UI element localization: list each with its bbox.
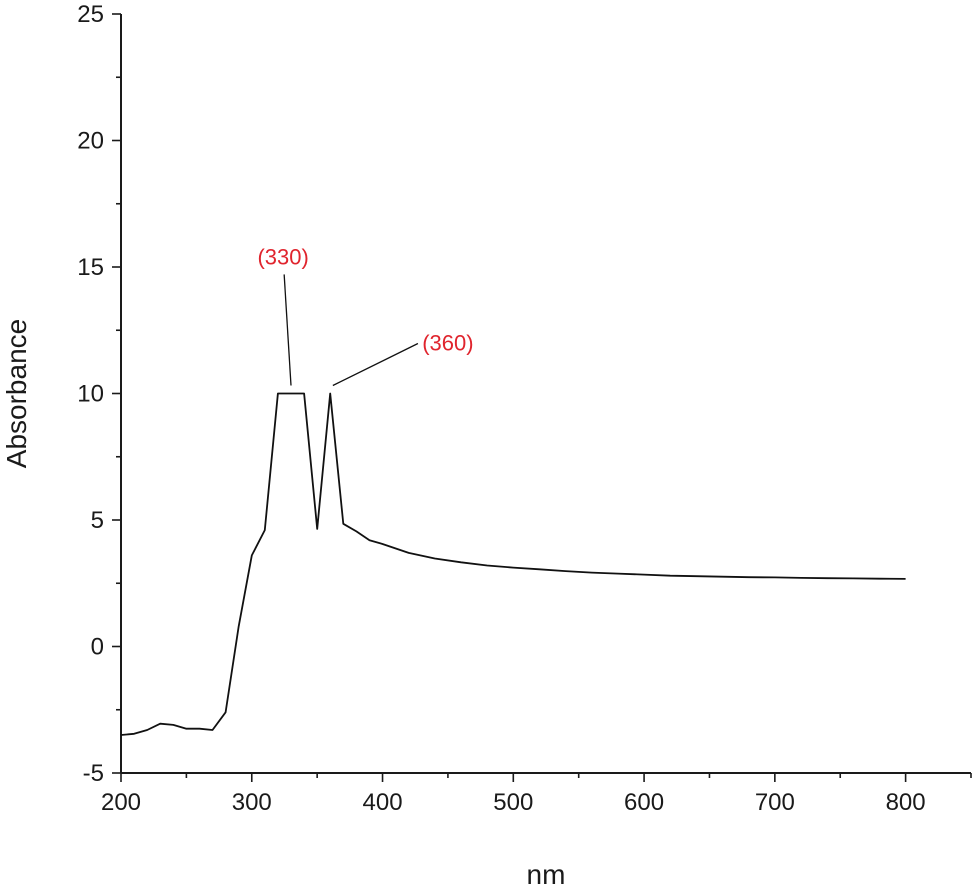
y-tick-label: 15 <box>77 254 104 281</box>
x-tick-label: 700 <box>755 789 795 816</box>
y-tick-label: 5 <box>91 507 104 534</box>
series-group <box>120 392 906 736</box>
axis-ticks <box>112 13 972 782</box>
series-line <box>120 392 906 736</box>
y-tick-label: 10 <box>77 381 104 408</box>
x-tick-label: 600 <box>624 789 664 816</box>
x-tick-label: 300 <box>232 789 272 816</box>
tick-labels: 200 300 400 500 600 700 800 -5 0 5 10 15 20 25 <box>77 1 925 816</box>
y-tick-label: 0 <box>91 634 104 661</box>
y-tick-label: 25 <box>77 1 104 28</box>
x-tick-label: 800 <box>886 789 926 816</box>
axes <box>120 14 971 774</box>
peak-annotation-label: (360) <box>422 330 473 355</box>
x-tick-label: 400 <box>363 789 403 816</box>
y-tick-label: 20 <box>77 128 104 155</box>
y-axis-label: Absorbance <box>1 319 32 468</box>
x-axis-label: nm <box>527 859 566 890</box>
peak-leader-line <box>332 342 419 387</box>
x-tick-label: 200 <box>101 789 141 816</box>
x-tick-label: 500 <box>493 789 533 816</box>
y-tick-label: -5 <box>83 760 104 787</box>
peak-annotation-label: (330) <box>257 244 308 269</box>
annotations: (330) (360) <box>257 244 474 387</box>
peak-leader-line <box>283 274 292 386</box>
